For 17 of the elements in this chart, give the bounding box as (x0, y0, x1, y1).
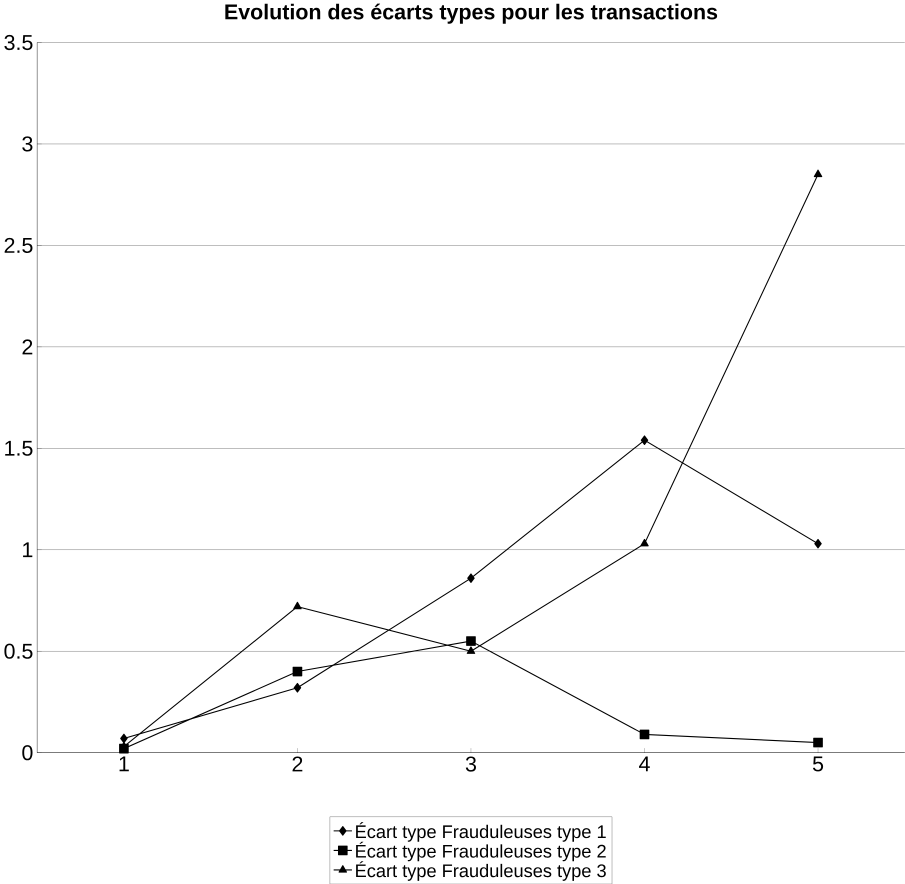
y-tick-label: 2 (22, 339, 32, 354)
y-tick-label: 2.5 (4, 238, 32, 253)
y-tick-label: 1.5 (5, 440, 32, 456)
y-tick-label: 3 (22, 136, 32, 152)
legend-label: Écart type Frauduleuses type 1 (356, 822, 606, 842)
y-tick-label: 1 (23, 542, 32, 558)
legend-label: Écart type Frauduleuses type 2 (356, 842, 606, 862)
legend-label: Écart type Frauduleuses type 3 (356, 861, 606, 881)
chart-title: Evolution des écarts types pour les transactions (225, 3, 718, 24)
y-tick-label: 3.5 (4, 34, 32, 50)
y-tick-label: 0.5 (4, 644, 32, 659)
x-tick-label: 3 (466, 756, 476, 772)
x-tick-label: 5 (812, 756, 824, 772)
x-tick-label: 4 (639, 756, 650, 772)
y-tick-label: 0 (22, 745, 33, 760)
x-tick-label: 2 (292, 756, 302, 772)
x-tick-label: 1 (120, 756, 129, 772)
